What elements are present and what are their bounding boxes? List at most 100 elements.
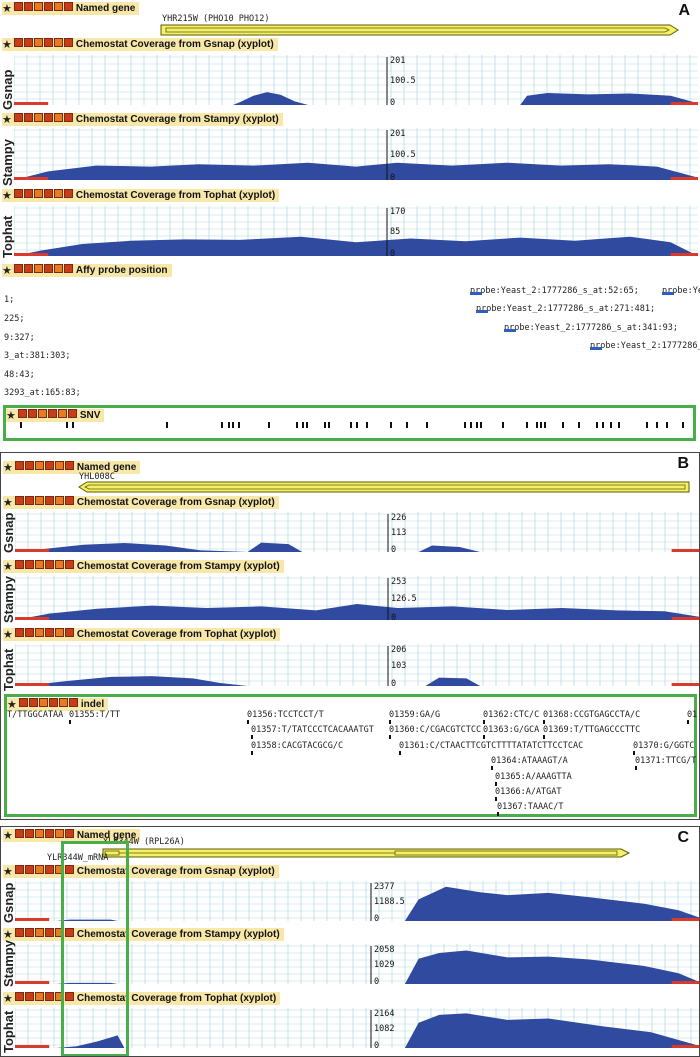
- minus-icon[interactable]: [24, 628, 34, 637]
- star-icon[interactable]: ★: [2, 264, 12, 277]
- snv-mark[interactable]: [390, 422, 392, 428]
- close-icon[interactable]: [14, 461, 24, 470]
- track-header-tophat[interactable]: ★ Chemostat Coverage from Tophat (xyplot…: [2, 189, 280, 202]
- indel-feature[interactable]: 01369:T/TTGAGCCCTTC: [543, 725, 640, 739]
- config-icon[interactable]: [34, 628, 44, 637]
- snv-mark[interactable]: [66, 422, 68, 428]
- track-header-indel[interactable]: ★ indel: [7, 698, 109, 711]
- indel-feature[interactable]: 01: [687, 710, 697, 724]
- star-icon[interactable]: ★: [3, 928, 13, 941]
- snv-mark[interactable]: [366, 422, 368, 428]
- edit-icon[interactable]: [43, 2, 53, 11]
- close-icon[interactable]: [18, 698, 28, 707]
- config-icon[interactable]: [33, 189, 43, 198]
- snv-mark[interactable]: [72, 422, 74, 428]
- edit-icon[interactable]: [47, 409, 57, 418]
- mrna-label[interactable]: YLR344W_mRNA: [47, 853, 109, 863]
- indel-feature[interactable]: 01364:ATAAAGT/A: [491, 756, 568, 770]
- star-icon[interactable]: ★: [7, 698, 17, 711]
- track-header-named-gene[interactable]: ★ Named gene: [3, 461, 141, 474]
- track-header-snv[interactable]: ★ SNV: [6, 409, 105, 422]
- help-icon[interactable]: [67, 409, 77, 418]
- snv-mark[interactable]: [426, 422, 428, 428]
- track-header-affy[interactable]: ★ Affy probe position: [2, 264, 172, 277]
- minus-icon[interactable]: [28, 698, 38, 707]
- help-icon[interactable]: [63, 2, 73, 11]
- snv-marks[interactable]: [6, 408, 693, 438]
- minus-icon[interactable]: [24, 461, 34, 470]
- indel-feature[interactable]: T/TTGGCATAA: [7, 710, 64, 720]
- edit-icon[interactable]: [43, 113, 53, 122]
- snv-mark[interactable]: [20, 422, 22, 428]
- snv-mark[interactable]: [476, 422, 478, 428]
- config-icon[interactable]: [34, 928, 44, 937]
- snv-mark[interactable]: [328, 422, 330, 428]
- move-icon[interactable]: [54, 829, 64, 838]
- star-icon[interactable]: ★: [3, 829, 13, 842]
- indel-feature[interactable]: 01360:C/CGACGTCTCC: [389, 725, 481, 739]
- star-icon[interactable]: ★: [3, 496, 13, 509]
- probe-label[interactable]: 3_at:381:303;: [4, 351, 71, 361]
- move-icon[interactable]: [53, 38, 63, 47]
- help-icon[interactable]: [63, 264, 73, 273]
- help-icon[interactable]: [64, 461, 74, 470]
- indel-feature[interactable]: 01356:TCCTCCT/T: [247, 710, 324, 724]
- snv-mark[interactable]: [464, 422, 466, 428]
- help-icon[interactable]: [64, 865, 74, 874]
- star-icon[interactable]: ★: [2, 2, 12, 15]
- indel-feature[interactable]: 01368:CCGTGAGCCTA/C: [543, 710, 640, 724]
- indel-feature[interactable]: 01367:TAAAC/T: [497, 802, 564, 816]
- snv-mark[interactable]: [238, 422, 240, 428]
- close-icon[interactable]: [14, 560, 24, 569]
- snv-mark[interactable]: [480, 422, 482, 428]
- snv-mark[interactable]: [324, 422, 326, 428]
- config-icon[interactable]: [34, 865, 44, 874]
- config-icon[interactable]: [34, 496, 44, 505]
- probe-feature[interactable]: probe:Yeast_2:1777286_s_at:341:93;: [504, 323, 678, 333]
- minus-icon[interactable]: [23, 2, 33, 11]
- snv-mark[interactable]: [502, 422, 504, 428]
- track-header-tophat[interactable]: ★ Chemostat Coverage from Tophat (xyplot…: [3, 992, 281, 1005]
- move-icon[interactable]: [53, 264, 63, 273]
- probe-feature[interactable]: probe:Yeast_2:1777286_s_at:52:65;: [470, 286, 639, 296]
- config-icon[interactable]: [34, 992, 44, 1001]
- close-icon[interactable]: [14, 865, 24, 874]
- indel-feature[interactable]: 01361:C/CTAACTTCGTCTTTTATATCTTCCTCAC: [399, 741, 583, 755]
- snv-mark[interactable]: [666, 422, 668, 428]
- close-icon[interactable]: [14, 928, 24, 937]
- minus-icon[interactable]: [23, 189, 33, 198]
- config-icon[interactable]: [33, 264, 43, 273]
- coverage-plot-gsnap[interactable]: 2377 1188.5 0: [15, 881, 699, 927]
- probe-label[interactable]: 48:43;: [4, 370, 35, 380]
- close-icon[interactable]: [14, 496, 24, 505]
- probe-label[interactable]: 1;: [4, 295, 15, 305]
- indel-feature[interactable]: 01359:GA/G: [389, 710, 440, 724]
- edit-icon[interactable]: [44, 865, 54, 874]
- help-icon[interactable]: [64, 628, 74, 637]
- snv-mark[interactable]: [646, 422, 648, 428]
- coverage-plot-tophat[interactable]: 206 103 0: [15, 644, 699, 692]
- close-icon[interactable]: [14, 829, 24, 838]
- edit-icon[interactable]: [44, 461, 54, 470]
- probe-feature[interactable]: probe:Ye: [662, 286, 700, 296]
- edit-icon[interactable]: [43, 189, 53, 198]
- config-icon[interactable]: [34, 461, 44, 470]
- snv-mark[interactable]: [618, 422, 620, 428]
- move-icon[interactable]: [54, 496, 64, 505]
- snv-mark[interactable]: [578, 422, 580, 428]
- star-icon[interactable]: ★: [3, 628, 13, 641]
- help-icon[interactable]: [64, 928, 74, 937]
- snv-mark[interactable]: [656, 422, 658, 428]
- star-icon[interactable]: ★: [3, 865, 13, 878]
- config-icon[interactable]: [33, 113, 43, 122]
- move-icon[interactable]: [58, 698, 68, 707]
- close-icon[interactable]: [14, 992, 24, 1001]
- star-icon[interactable]: ★: [3, 560, 13, 573]
- snv-mark[interactable]: [268, 422, 270, 428]
- snv-mark[interactable]: [610, 422, 612, 428]
- coverage-plot-stampy[interactable]: 2058 1029 0: [15, 944, 699, 990]
- help-icon[interactable]: [64, 829, 74, 838]
- edit-icon[interactable]: [44, 829, 54, 838]
- track-header-named-gene[interactable]: ★ Named gene: [2, 2, 140, 15]
- snv-mark[interactable]: [526, 422, 528, 428]
